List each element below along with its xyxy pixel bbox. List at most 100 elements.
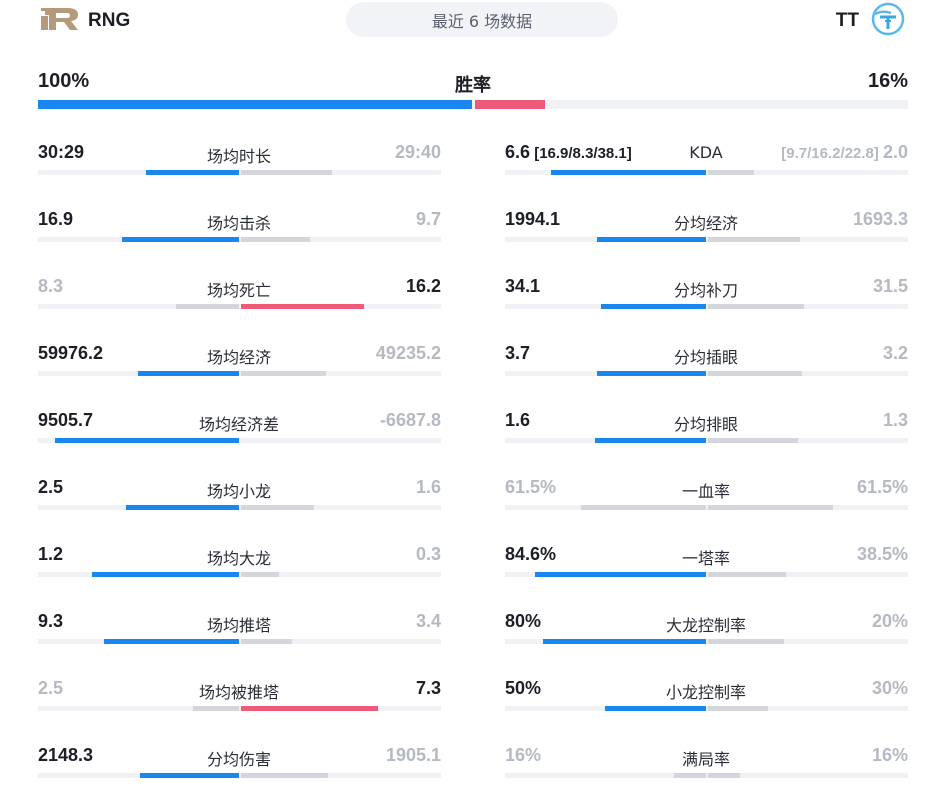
stat-left-bar — [104, 639, 239, 644]
stat-left-number: 80% — [505, 611, 542, 631]
stat-right-value: 7.3 — [416, 678, 441, 699]
stat-left-number: 50% — [505, 678, 542, 698]
stat-left-number: 2.5 — [38, 477, 64, 497]
stat-left-number: 3.7 — [505, 343, 531, 363]
stat-track — [38, 170, 441, 175]
stat-left-value: 1.2 — [38, 544, 63, 565]
stat-track — [38, 505, 441, 510]
stat-left-bar — [535, 572, 706, 577]
stat-right-number: 20% — [871, 611, 908, 631]
stat-track — [505, 706, 908, 711]
stat-left-bar — [597, 237, 706, 242]
stat-left-bar — [140, 773, 239, 778]
stat-label: 分均伤害 — [206, 750, 272, 769]
stat-left-value: 34.1 — [505, 276, 540, 297]
stat-right-number: 1.3 — [882, 410, 908, 430]
stat-right-value: 61.5% — [857, 477, 908, 498]
stat-left-value: 2.5 — [38, 678, 63, 699]
stat-right-bar — [708, 773, 740, 778]
stat-track — [505, 304, 908, 309]
stat-left-bar — [581, 505, 706, 510]
stat-right-number: 16.2 — [405, 276, 441, 296]
stat-left-value: 61.5% — [505, 477, 556, 498]
stat-row: 2.5 场均被推塔 7.3 — [38, 671, 441, 721]
stat-left-number: 1.2 — [38, 544, 64, 564]
stat-right-value: 29:40 — [395, 142, 441, 163]
stat-left-value: 8.3 — [38, 276, 63, 297]
stat-right-number: 9.7 — [415, 209, 441, 229]
stat-label: 小龙控制率 — [665, 683, 747, 702]
stat-left-bar — [138, 371, 239, 376]
stat-label: 场均经济 — [206, 348, 272, 367]
winrate-label: 胜率 — [455, 75, 491, 96]
stat-track — [505, 773, 908, 778]
stat-left-value: 2.5 — [38, 477, 63, 498]
stat-track — [38, 371, 441, 376]
stat-row: 34.1 分均补刀 31.5 — [505, 269, 908, 319]
stat-track — [505, 237, 908, 242]
range-selector[interactable]: 最近 6 场数据 — [346, 2, 618, 37]
stat-left-number: 8.3 — [38, 276, 64, 296]
rng-logo-icon — [40, 7, 80, 35]
stat-left-number: 9505.7 — [38, 410, 94, 430]
stat-right-number: 61.5% — [856, 477, 908, 497]
stat-label: 场均击杀 — [206, 214, 272, 233]
stat-right-value: 3.2 — [883, 343, 908, 364]
stat-label: 场均被推塔 — [198, 683, 280, 702]
stat-left-number: 16% — [505, 745, 542, 765]
tt-logo-icon — [869, 2, 907, 40]
stat-label: 分均排眼 — [673, 415, 739, 434]
stat-label: 场均推塔 — [206, 616, 272, 635]
stat-row: 3.7 分均插眼 3.2 — [505, 336, 908, 386]
header: RNG 最近 6 场数据 TT — [0, 0, 951, 44]
stat-right-number: 49235.2 — [375, 343, 441, 363]
stat-left-value: 1.6 — [505, 410, 530, 431]
stat-right-number: 29:40 — [394, 142, 441, 162]
stat-left-number: 6.6 — [505, 142, 531, 162]
stat-right-bar — [708, 706, 768, 711]
stat-right-value: 16% — [872, 745, 908, 766]
team-right[interactable]: TT — [836, 2, 907, 40]
stat-left-bar — [55, 438, 239, 443]
stat-track — [505, 438, 908, 443]
stat-track — [38, 706, 441, 711]
stat-row: 59976.2 场均经济 49235.2 — [38, 336, 441, 386]
winrate-right-value: 16% — [867, 70, 908, 92]
stat-label: 一塔率 — [681, 549, 731, 568]
stat-left-value: 30:29 — [38, 142, 84, 163]
stat-right-value: 9.7 — [416, 209, 441, 230]
stat-left-bar — [92, 572, 239, 577]
stat-left-bar — [146, 170, 239, 175]
stat-right-value: 20% — [872, 611, 908, 632]
stat-label: KDA — [689, 143, 723, 162]
stat-label: 满局率 — [681, 750, 731, 769]
stat-right-number: 1.6 — [415, 477, 441, 497]
stat-left-value: 3.7 — [505, 343, 530, 364]
stat-right-number: 1905.1 — [385, 745, 441, 765]
stat-right-bar — [241, 170, 332, 175]
stat-left-number: 84.6% — [505, 544, 557, 564]
stat-right-bar — [241, 371, 326, 376]
stat-right-detail: [9.7/16.2/22.8] — [781, 145, 883, 162]
stat-left-bar — [605, 706, 706, 711]
stat-left-number: 59976.2 — [38, 343, 104, 363]
stat-track — [38, 773, 441, 778]
stat-right-bar — [708, 304, 804, 309]
team-left[interactable]: RNG — [40, 6, 130, 36]
stat-right-value: 38.5% — [857, 544, 908, 565]
stat-left-number: 1994.1 — [505, 209, 561, 229]
stat-right-bar — [708, 505, 833, 510]
stat-row: 9.3 场均推塔 3.4 — [38, 604, 441, 654]
stat-right-bar — [241, 706, 378, 711]
stat-right-value: 1905.1 — [386, 745, 441, 766]
stat-label: 大龙控制率 — [665, 616, 747, 635]
stat-left-value: 6.6 [16.9/8.3/38.1] — [505, 142, 632, 163]
team-left-name: RNG — [88, 10, 131, 31]
stat-right-value: 49235.2 — [376, 343, 441, 364]
stat-right-number: 16% — [871, 745, 908, 765]
stat-right-bar — [241, 304, 364, 309]
stat-right-value: 1693.3 — [853, 209, 908, 230]
stat-row: 6.6 [16.9/8.3/38.1] KDA [9.7/16.2/22.8] 2.… — [505, 135, 908, 185]
stat-track — [505, 170, 908, 175]
stat-right-number: -6687.8 — [379, 410, 441, 430]
